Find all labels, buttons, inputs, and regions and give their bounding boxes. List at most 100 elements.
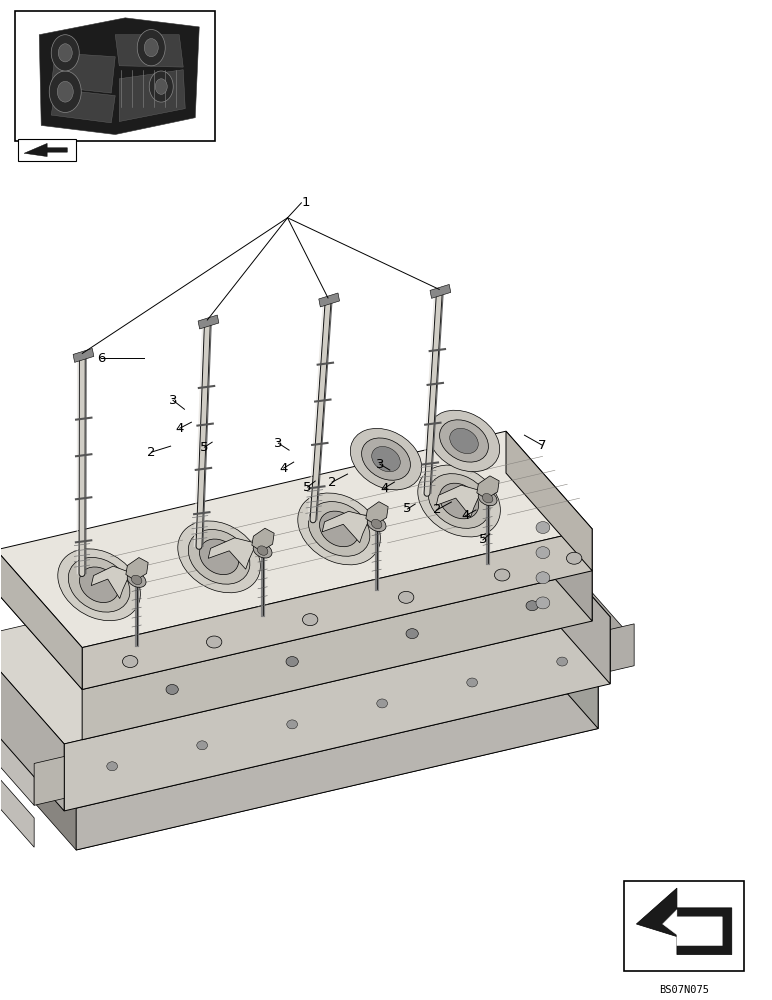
Polygon shape bbox=[119, 70, 185, 122]
Polygon shape bbox=[208, 538, 256, 569]
Polygon shape bbox=[0, 776, 34, 847]
Polygon shape bbox=[610, 624, 634, 671]
Ellipse shape bbox=[526, 601, 538, 611]
Circle shape bbox=[155, 79, 168, 94]
Ellipse shape bbox=[557, 657, 567, 666]
Circle shape bbox=[144, 39, 158, 57]
Polygon shape bbox=[115, 35, 183, 67]
Polygon shape bbox=[636, 888, 732, 955]
Text: 2: 2 bbox=[147, 446, 156, 459]
Ellipse shape bbox=[450, 428, 479, 454]
Bar bbox=[15, 11, 215, 141]
Polygon shape bbox=[82, 529, 592, 689]
Polygon shape bbox=[24, 143, 67, 157]
Bar bbox=[19, 139, 76, 161]
Polygon shape bbox=[0, 431, 592, 648]
Text: 4: 4 bbox=[381, 482, 388, 495]
Text: 4: 4 bbox=[279, 462, 288, 475]
Ellipse shape bbox=[536, 522, 550, 534]
Ellipse shape bbox=[377, 699, 388, 708]
Ellipse shape bbox=[303, 614, 318, 626]
Polygon shape bbox=[64, 617, 610, 811]
Polygon shape bbox=[91, 566, 130, 599]
Circle shape bbox=[137, 30, 165, 66]
Polygon shape bbox=[477, 476, 499, 499]
Ellipse shape bbox=[350, 428, 422, 490]
Ellipse shape bbox=[536, 572, 550, 584]
Polygon shape bbox=[34, 756, 64, 805]
Polygon shape bbox=[662, 910, 723, 946]
Ellipse shape bbox=[286, 720, 297, 729]
Polygon shape bbox=[436, 485, 482, 517]
Polygon shape bbox=[0, 628, 598, 850]
Ellipse shape bbox=[298, 493, 381, 565]
Text: 5: 5 bbox=[403, 502, 411, 515]
Polygon shape bbox=[51, 53, 115, 93]
Ellipse shape bbox=[398, 591, 414, 603]
Polygon shape bbox=[82, 571, 592, 740]
Circle shape bbox=[51, 35, 80, 71]
Text: BS07N075: BS07N075 bbox=[659, 985, 709, 995]
Polygon shape bbox=[73, 348, 94, 362]
Ellipse shape bbox=[406, 629, 418, 639]
Ellipse shape bbox=[253, 543, 272, 558]
Polygon shape bbox=[0, 511, 610, 744]
Circle shape bbox=[57, 81, 73, 102]
Ellipse shape bbox=[206, 636, 222, 648]
Polygon shape bbox=[516, 511, 610, 684]
Text: 2: 2 bbox=[432, 503, 441, 516]
Ellipse shape bbox=[482, 494, 493, 503]
Text: 3: 3 bbox=[168, 394, 178, 407]
Ellipse shape bbox=[58, 549, 141, 621]
Polygon shape bbox=[252, 528, 274, 551]
Text: 4: 4 bbox=[461, 509, 469, 522]
Polygon shape bbox=[76, 687, 598, 850]
Polygon shape bbox=[319, 293, 340, 307]
Text: 1: 1 bbox=[301, 196, 310, 209]
Ellipse shape bbox=[418, 465, 500, 537]
Text: 3: 3 bbox=[376, 458, 384, 471]
Bar bbox=[625, 881, 743, 971]
Text: 6: 6 bbox=[97, 352, 106, 365]
Polygon shape bbox=[0, 638, 64, 811]
Ellipse shape bbox=[567, 552, 582, 564]
Polygon shape bbox=[322, 511, 371, 543]
Polygon shape bbox=[126, 558, 148, 580]
Polygon shape bbox=[39, 18, 199, 135]
Ellipse shape bbox=[467, 678, 478, 687]
Text: 2: 2 bbox=[328, 476, 337, 489]
Polygon shape bbox=[510, 586, 598, 729]
Polygon shape bbox=[506, 431, 592, 571]
Circle shape bbox=[149, 71, 173, 102]
Ellipse shape bbox=[494, 569, 510, 581]
Ellipse shape bbox=[127, 572, 146, 587]
Ellipse shape bbox=[178, 521, 260, 593]
Polygon shape bbox=[0, 722, 34, 805]
Ellipse shape bbox=[428, 410, 499, 472]
Ellipse shape bbox=[107, 762, 117, 771]
Text: 3: 3 bbox=[274, 437, 283, 450]
Ellipse shape bbox=[286, 657, 298, 667]
Ellipse shape bbox=[371, 519, 382, 529]
Ellipse shape bbox=[428, 474, 490, 528]
Polygon shape bbox=[51, 89, 115, 123]
Ellipse shape bbox=[199, 539, 239, 575]
Text: 5: 5 bbox=[200, 441, 208, 454]
Ellipse shape bbox=[308, 502, 370, 556]
Ellipse shape bbox=[361, 438, 411, 480]
Ellipse shape bbox=[372, 446, 400, 472]
Ellipse shape bbox=[439, 420, 489, 462]
Ellipse shape bbox=[68, 557, 130, 612]
Polygon shape bbox=[0, 473, 592, 689]
Ellipse shape bbox=[536, 547, 550, 559]
Ellipse shape bbox=[320, 511, 359, 547]
Ellipse shape bbox=[197, 741, 208, 750]
Polygon shape bbox=[0, 550, 82, 689]
Ellipse shape bbox=[439, 483, 479, 519]
Ellipse shape bbox=[131, 575, 142, 585]
Polygon shape bbox=[506, 473, 592, 621]
Circle shape bbox=[58, 44, 73, 62]
Ellipse shape bbox=[257, 546, 268, 555]
Polygon shape bbox=[585, 585, 622, 669]
Ellipse shape bbox=[166, 684, 178, 694]
